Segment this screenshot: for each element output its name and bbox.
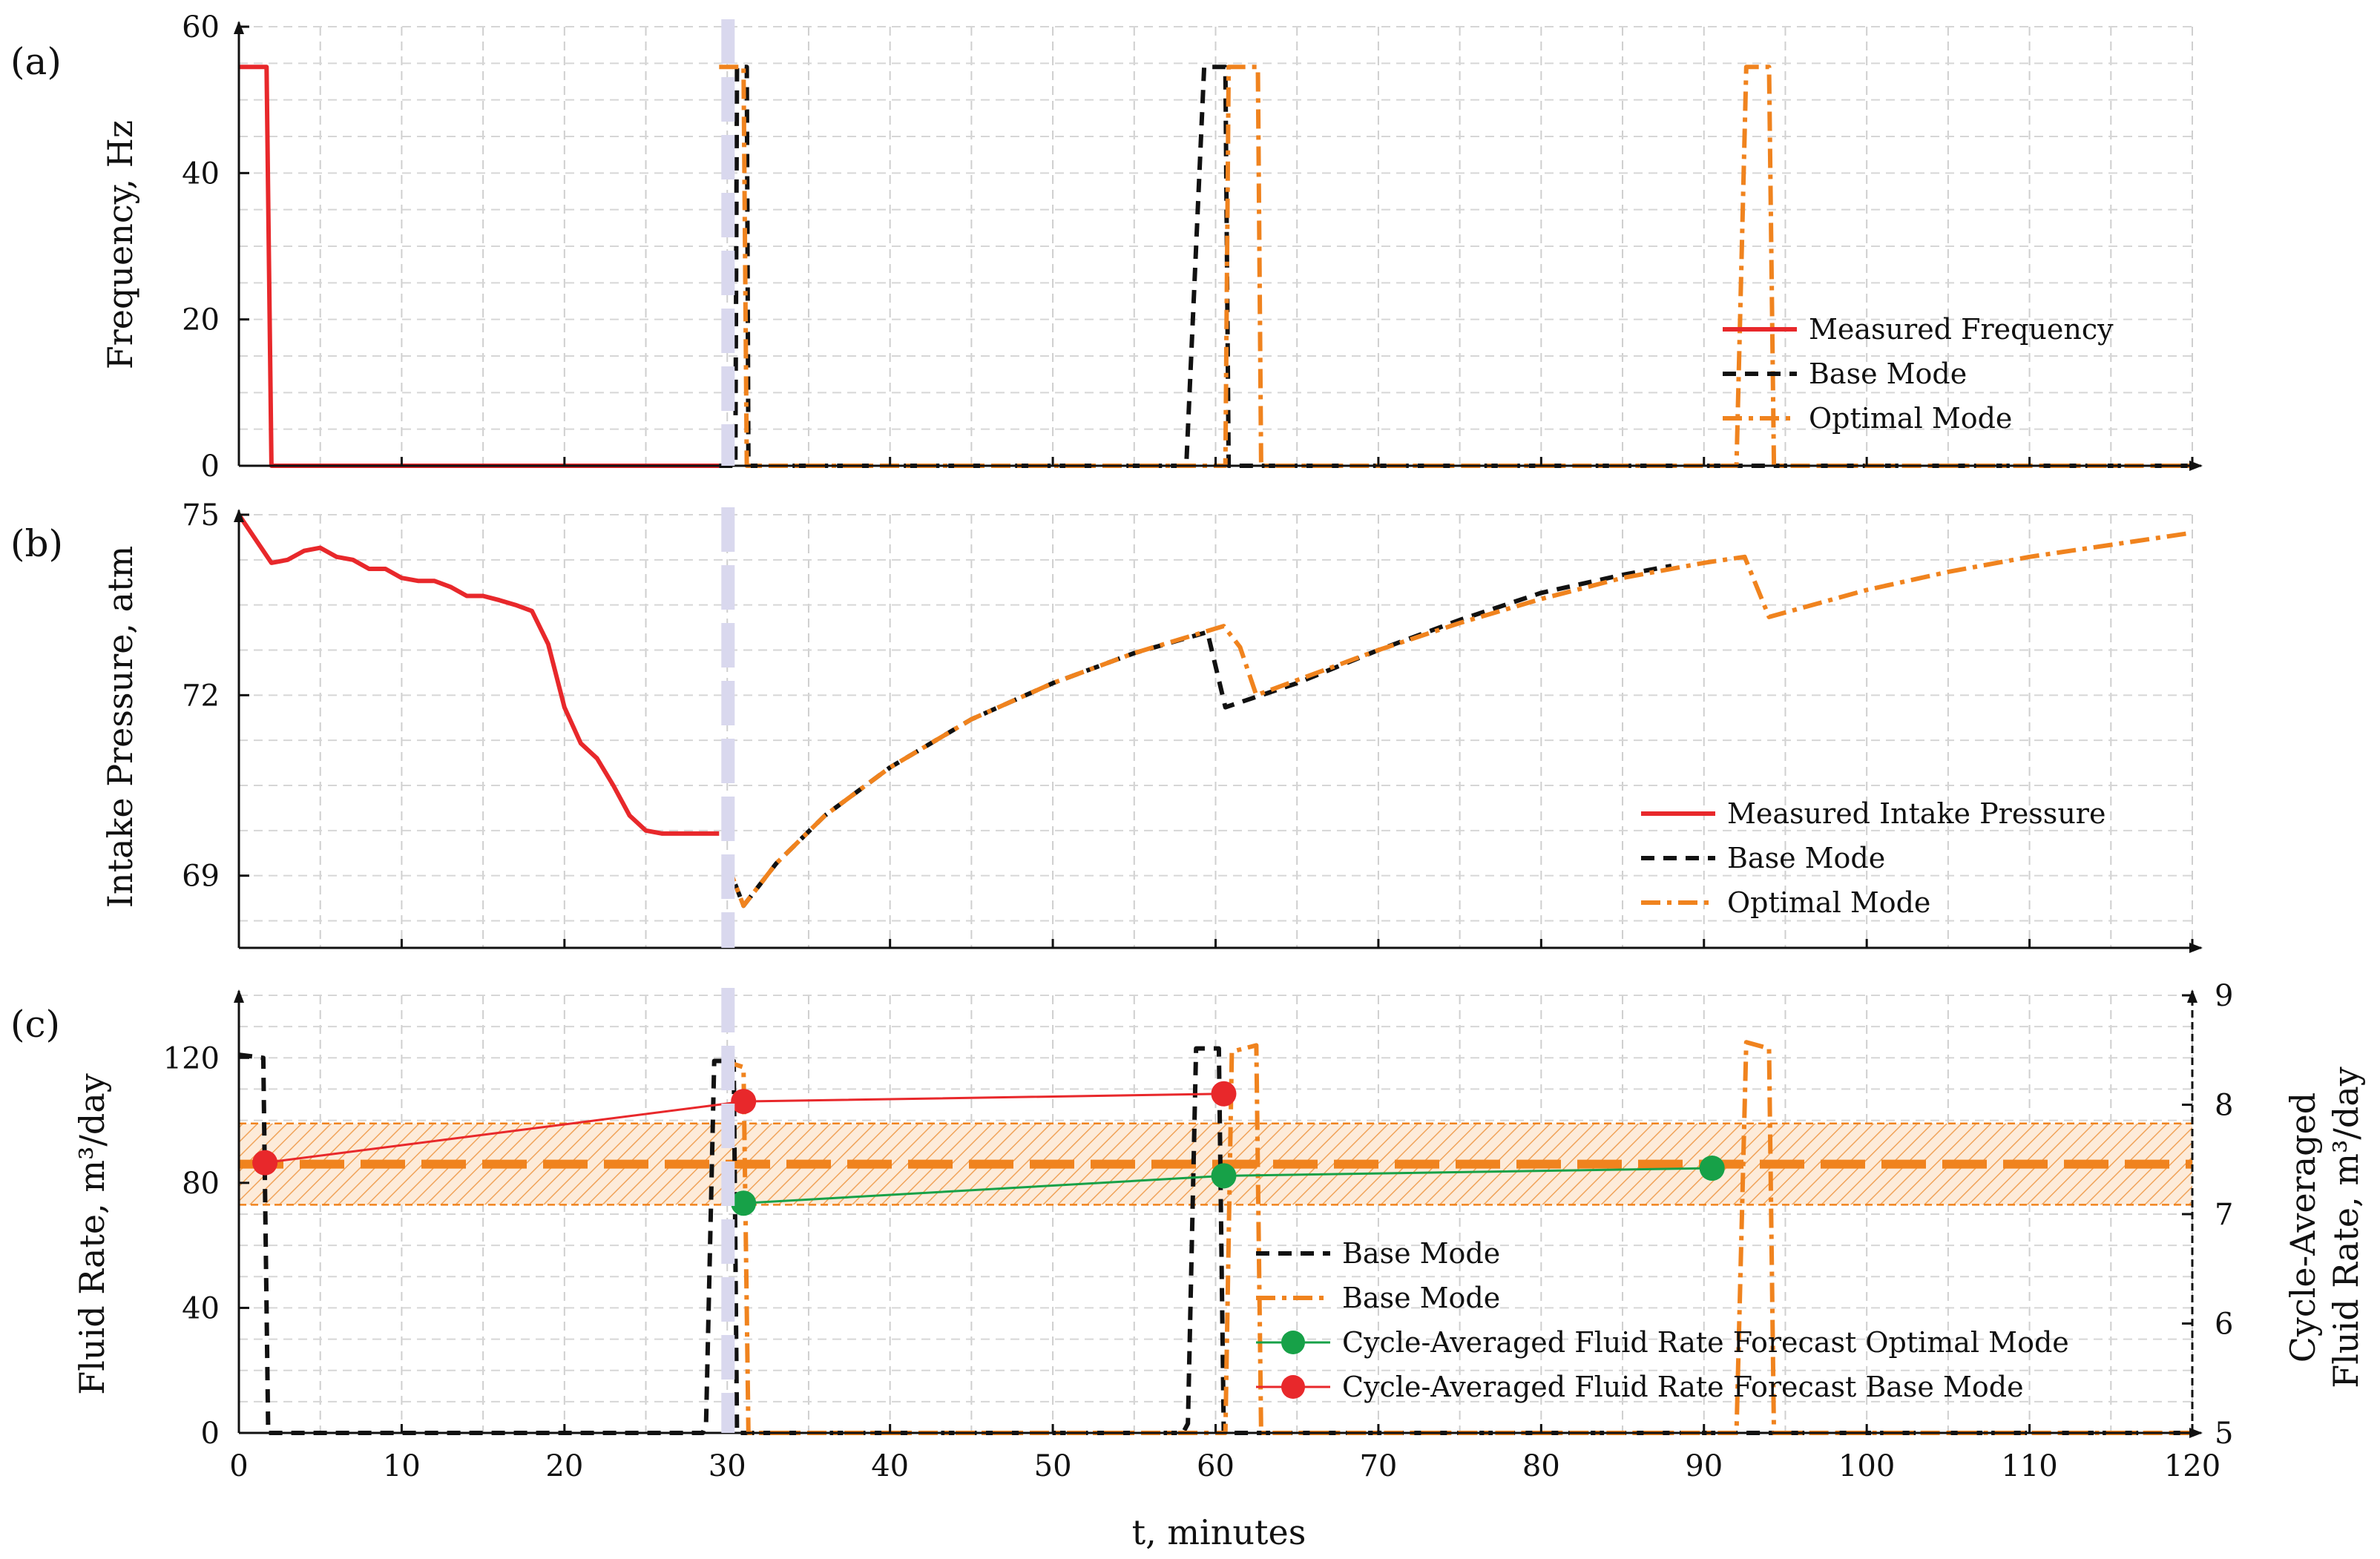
series-line-b-1 — [725, 563, 1672, 909]
legend-label-b-2: Optimal Mode — [1727, 886, 1930, 919]
legend-label-c-0: Base Mode — [1342, 1237, 1500, 1270]
panel-label-b: (b) — [10, 522, 63, 565]
ylabel-a: Frequency, Hz — [100, 120, 140, 369]
y-tick-label: 0 — [201, 449, 220, 484]
legend-label-a-0: Measured Frequency — [1809, 313, 2114, 346]
axes-b: 69 72 75 — [182, 498, 2203, 953]
series-line-b-0 — [237, 513, 720, 836]
ylabel-right-c: Cycle-Averaged Fluid Rate, m³/day — [2283, 1067, 2366, 1388]
y-tick-label: 80 — [182, 1167, 220, 1201]
series-point-c-2 — [731, 1190, 757, 1216]
x-tick-label: 90 — [1685, 1449, 1723, 1483]
legend-label-c-1: Base Mode — [1342, 1282, 1500, 1314]
x-tick-label: 120 — [2164, 1449, 2220, 1483]
panel-a: 0 20 40 60 (a) Frequency, Hz Measured Frequ… — [10, 10, 2203, 484]
grid-a — [239, 26, 2193, 467]
y-tick-label: 20 — [182, 303, 220, 337]
series-point-c-3 — [731, 1089, 757, 1115]
legend-c: Base Mode Base Mode Cycle-Averaged Fluid R… — [1256, 1237, 2069, 1403]
x-tick-label: 110 — [2001, 1449, 2057, 1483]
panel-label-a: (a) — [10, 40, 62, 83]
y-tick-label-right: 6 — [2215, 1308, 2233, 1342]
series-point-c-3 — [1211, 1081, 1237, 1107]
x-tick-label: 10 — [383, 1449, 421, 1483]
legend-label-a-1: Base Mode — [1809, 357, 1967, 390]
legend-label-b-1: Base Mode — [1727, 842, 1885, 874]
series-point-c-2 — [1699, 1156, 1725, 1181]
x-tick-label: 50 — [1034, 1449, 1072, 1483]
x-tick-label: 100 — [1838, 1449, 1895, 1483]
y-tick-label: 120 — [163, 1041, 220, 1075]
x-tick-label: 60 — [1197, 1449, 1235, 1483]
x-tick-label: 30 — [709, 1449, 746, 1483]
xlabel-c: t, minutes — [1132, 1512, 1306, 1552]
series-point-c-3 — [252, 1150, 278, 1176]
legend-a: Measured Frequency Base Mode Optimal Mode — [1723, 313, 2114, 435]
legend-b: Measured Intake Pressure Base Mode Optimal… — [1641, 797, 2105, 919]
x-tick-label: 80 — [1522, 1449, 1560, 1483]
series-line-b-2 — [725, 530, 2193, 909]
target-band — [239, 1122, 2192, 1206]
y-tick-label-right: 7 — [2215, 1198, 2233, 1232]
series-b — [237, 513, 2193, 909]
legend-label-c-3: Cycle-Averaged Fluid Rate Forecast Base … — [1342, 1371, 2024, 1403]
grid-c — [239, 995, 2193, 1434]
ylabel-right-line1: Cycle-Averaged — [2283, 1092, 2323, 1363]
y-tick-label-right: 8 — [2215, 1089, 2233, 1123]
y-tick-label-right: 9 — [2215, 979, 2233, 1013]
legend-marker-c-3 — [1281, 1375, 1305, 1399]
y-tick-label: 72 — [182, 679, 220, 713]
y-tick-label: 60 — [182, 10, 220, 45]
series-line-a-2 — [719, 65, 2192, 468]
y-tick-label: 75 — [182, 498, 220, 533]
y-tick-label: 0 — [201, 1417, 220, 1451]
series-point-c-2 — [1211, 1163, 1237, 1189]
series-line-a-0 — [239, 65, 720, 468]
ylabel-c: Fluid Rate, m³/day — [72, 1073, 112, 1395]
ylabel-right-line2: Fluid Rate, m³/day — [2326, 1067, 2366, 1388]
legend-label-a-2: Optimal Mode — [1809, 402, 2012, 435]
x-tick-label: 0 — [229, 1449, 248, 1483]
y-tick-label: 69 — [182, 860, 220, 894]
y-tick-label-right: 5 — [2215, 1417, 2233, 1451]
y-tick-label: 40 — [182, 156, 220, 191]
panel-b: 69 72 75 (b) Intake Pressure, atm Measured… — [10, 498, 2203, 953]
legend-marker-c-2 — [1281, 1331, 1305, 1354]
panel-label-c: (c) — [10, 1003, 60, 1046]
series-line-c-1 — [723, 1040, 2192, 1435]
x-tick-label: 20 — [545, 1449, 583, 1483]
legend-label-c-2: Cycle-Averaged Fluid Rate Forecast Optim… — [1342, 1326, 2069, 1359]
x-tick-label: 70 — [1359, 1449, 1397, 1483]
y-tick-label: 40 — [182, 1291, 220, 1325]
x-tick-label: 40 — [871, 1449, 909, 1483]
ylabel-b: Intake Pressure, atm — [100, 546, 140, 908]
legend-label-b-0: Measured Intake Pressure — [1727, 797, 2105, 830]
grid-b — [239, 514, 2193, 948]
